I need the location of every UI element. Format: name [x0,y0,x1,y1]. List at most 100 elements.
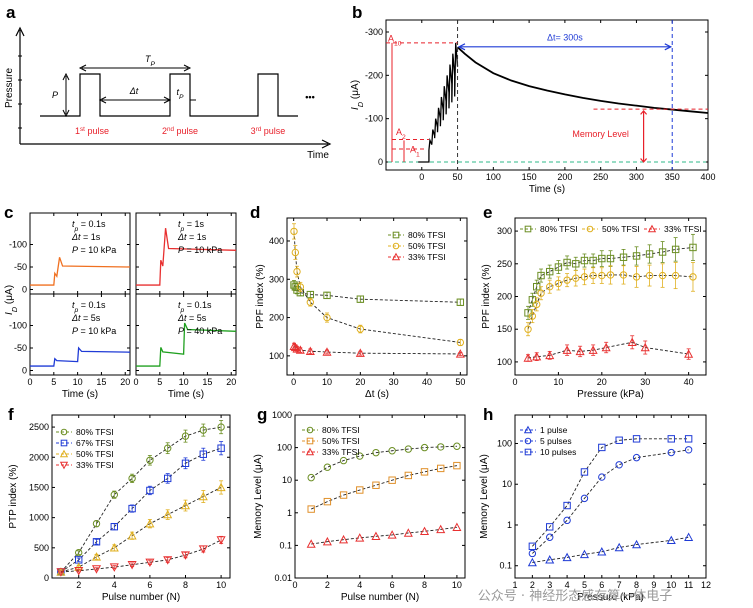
d-point [290,227,298,236]
f-legend-1-text: 67% TFSI [76,438,114,448]
plot-frame [385,19,709,171]
f-fit-line [60,447,222,573]
c-xtick-label: 0 [133,377,138,387]
pulse-label-2: 2nd pulse [162,126,198,137]
b-dt-heads [457,43,673,51]
e-point [658,248,667,256]
f-legend-0-marker [60,428,68,436]
d-series-2 [289,341,465,358]
h-xtick-label: 6 [599,580,604,590]
c-ytick-label: -50 [14,343,27,353]
g-point [388,476,396,484]
h-point [614,542,624,552]
g-legend-1-marker [306,437,314,445]
g-ytick-label: 0.1 [279,540,292,550]
e-point [601,342,611,352]
g-point [356,452,364,460]
g-point [323,497,332,506]
c-param-p-part: P [72,326,78,336]
plot-frame [514,217,707,376]
e-point [532,351,542,361]
f-point [164,474,172,483]
h-point [667,435,675,443]
e-point [563,276,571,284]
f-point [109,543,119,552]
f-legend-2-marker [59,449,69,458]
g-ytick-label: 1000 [272,410,292,420]
tp-small-label: tP [176,87,184,101]
f-point [127,530,137,540]
e-point [537,289,545,297]
c-param-p: P = 10 kPa [72,245,116,255]
f-ylabel: PTP index (%) [8,464,19,528]
e-point [619,253,628,261]
c-param-dt-part: = 1s [187,232,207,242]
f-xtick-label: 4 [112,580,117,590]
f-ytick-label: 1500 [29,482,49,492]
c-trace [30,346,131,367]
e-point [533,300,541,309]
f-point [127,561,137,570]
e-point [671,271,680,280]
e-point [554,279,563,288]
h-ytick-label: 10 [502,479,512,489]
pulse-label-1-part: 1 [75,126,80,136]
h-fit-line [532,449,689,554]
f-point [91,565,102,574]
h-ylabel: Memory Level (μA) [479,454,490,539]
g-xtick-label: 6 [390,580,395,590]
d-point [295,345,305,354]
g-point [387,530,397,539]
c-xtick-label: 20 [120,377,130,387]
g-xtick-label: 10 [452,580,462,590]
g-point [371,531,381,541]
h-point [615,461,623,469]
g-point [453,461,461,470]
d-fit-line [293,284,461,303]
plot-frame [286,217,468,376]
b-xtick-label: 400 [700,172,715,182]
pulse-label-3-part: 3 [251,126,256,136]
g-series-0 [307,442,461,482]
f-legend-3-text: 33% TFSI [76,460,114,470]
e-legend-2-marker [647,224,657,233]
h-xtick-label: 1 [512,580,517,590]
h-xtick-label: 5 [582,580,587,590]
tp-heads [78,64,192,72]
panel-label-g: g [257,405,267,424]
g-ylabel: Memory Level (μA) [253,454,264,539]
e-point [589,271,597,280]
h-point [666,535,676,545]
e-series-2 [523,335,694,362]
g-point [356,486,364,494]
e-point [606,271,615,279]
e-point [658,271,667,280]
b-ytick-label: 0 [378,157,383,167]
c-param-tp-part: t [72,219,75,229]
g-series-2 [306,522,462,548]
c-param-tp-part: t [72,300,75,310]
e-legend-2-text: 33% TFSI [664,224,702,234]
c-param-tp-part: p [74,307,79,314]
e-point [545,350,555,360]
c-param-tp: tp = 0.1s [72,219,106,233]
e-point [563,258,571,267]
f-point [181,459,190,467]
panel-label-e: e [483,203,492,222]
tp-small-label-part: P [179,94,184,101]
f-fit-line [60,487,222,573]
d-point [323,291,331,300]
c-param-tp-part: p [74,226,79,233]
f-point [110,490,119,499]
b-ylabel: ID (μA) [350,80,365,110]
d-xtick-label: 20 [355,377,365,387]
c-param-tp: tp = 1s [178,219,205,233]
f-point [163,556,173,565]
g-series-1 [307,461,461,513]
c-ylabel-top: -100 [9,240,27,250]
plot-frame [294,414,466,579]
c-xtick-label: 20 [226,377,236,387]
h-point [597,547,607,556]
b-a2-label-part: 2 [402,134,406,141]
